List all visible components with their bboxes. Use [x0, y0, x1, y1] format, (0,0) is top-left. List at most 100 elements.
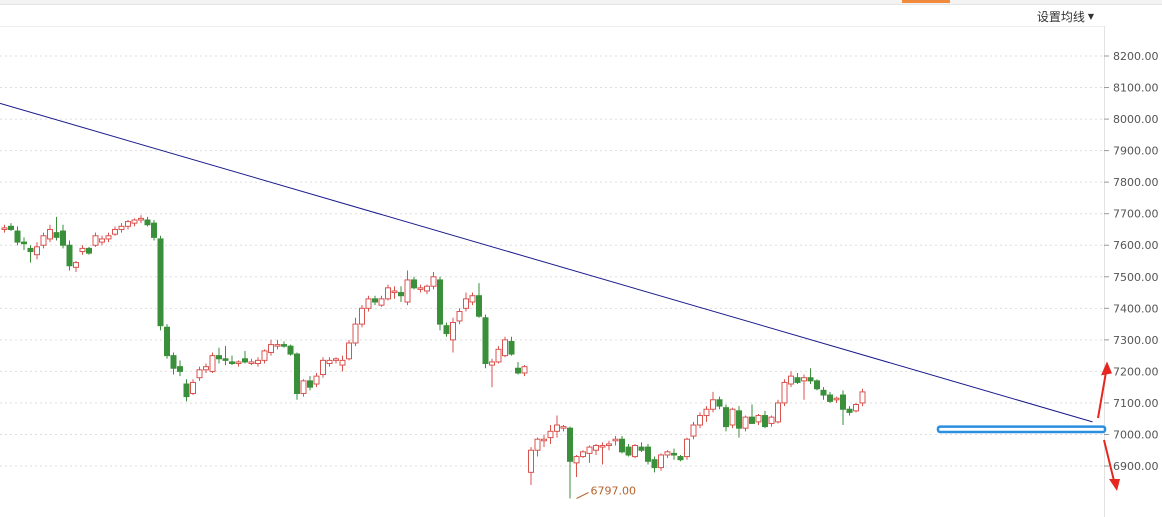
candle [326, 357, 333, 367]
candle [762, 410, 768, 429]
candle [710, 391, 716, 413]
candle-body-up [268, 344, 274, 353]
candle-body-down [619, 438, 625, 453]
candle-body-down [651, 459, 658, 469]
candle-body-up [690, 424, 697, 437]
candle-body-up [274, 344, 281, 347]
candle [534, 437, 541, 457]
candle-body-down [716, 399, 723, 407]
candle-body-down [437, 279, 443, 325]
candle [242, 350, 248, 364]
candle-body-up [547, 430, 554, 439]
y-tick-label: 7000.00 [1113, 428, 1159, 441]
candle [21, 237, 27, 250]
candle [625, 443, 632, 457]
candle [573, 454, 580, 478]
candle [502, 336, 508, 358]
candle [482, 314, 489, 369]
candle [463, 292, 469, 312]
candle [346, 339, 352, 361]
candle-body-down [645, 446, 651, 462]
candle-body-down [177, 366, 183, 372]
candle-body-up [697, 415, 703, 426]
candle [92, 232, 99, 247]
candle-body-up [521, 366, 528, 374]
candle [645, 443, 651, 465]
candle-body-up [138, 217, 144, 221]
candle [430, 272, 437, 290]
candle [183, 379, 190, 402]
candle-body-down [515, 367, 521, 374]
candle-body-down [846, 408, 853, 413]
candle [424, 284, 430, 295]
candle [53, 216, 60, 241]
candle [723, 404, 729, 432]
y-tick-label: 7700.00 [1113, 208, 1159, 221]
ma-setting-dropdown[interactable]: 设置均线 ▼ [1037, 8, 1094, 25]
candle-body-up [788, 375, 794, 385]
candle [118, 223, 125, 233]
candle [99, 235, 105, 246]
candle-body-up [684, 438, 690, 458]
candle-body-up [541, 438, 547, 442]
candle-body-up [593, 445, 599, 451]
candle-body-down [144, 219, 151, 226]
candle-body-down [567, 427, 573, 462]
candle-body-up [92, 235, 99, 246]
candle [476, 283, 482, 318]
chart-toolbar: 设置均线 ▼ [0, 4, 1104, 27]
candle-body-up [404, 279, 411, 303]
y-tick-label: 7300.00 [1113, 334, 1159, 347]
candle [638, 442, 645, 452]
candle-body-up [502, 339, 508, 357]
candle [287, 344, 294, 356]
up-arrow-head [1101, 361, 1112, 376]
candle-body-up [359, 307, 365, 325]
candle-body-up [775, 402, 781, 423]
candle-body-up [105, 235, 112, 240]
candle-body-down [677, 456, 684, 461]
candle [612, 436, 619, 446]
candle-body-up [209, 355, 216, 372]
candle [775, 399, 781, 424]
candle [443, 322, 450, 337]
candle [66, 240, 73, 271]
candle-body-up [703, 408, 710, 417]
candle [131, 218, 138, 227]
candle-body-down [749, 416, 755, 424]
candle [586, 445, 593, 463]
candle [541, 434, 547, 448]
candle [833, 396, 840, 403]
candle-body-up [391, 290, 398, 294]
down-arrow-head [1109, 478, 1120, 491]
candle-body-down [216, 355, 222, 360]
candle-body-up [664, 451, 671, 456]
candle-body-up [554, 424, 560, 432]
candle-body-up [606, 443, 612, 447]
candle [450, 317, 456, 353]
candle-body-up [463, 298, 469, 309]
candle [593, 443, 599, 455]
candle-body-up [365, 298, 372, 309]
low-price-label: 6797.00 [591, 485, 637, 498]
candle-body-up [729, 408, 736, 426]
candle-body-down [482, 317, 489, 365]
ma-setting-label: 设置均线 [1036, 10, 1085, 24]
candle [333, 357, 339, 364]
candle [677, 454, 684, 462]
candle [846, 406, 853, 416]
candle [651, 456, 658, 473]
candle-body-up [573, 456, 580, 464]
candle [125, 220, 131, 230]
candle-body-up [99, 238, 105, 243]
candle [313, 372, 320, 388]
candle [294, 352, 300, 400]
candle-body-up [742, 416, 749, 429]
candle [528, 447, 534, 485]
candle-body-up [859, 391, 866, 404]
candle [853, 402, 859, 413]
candle [547, 425, 554, 444]
candle [781, 379, 788, 407]
candle-body-up [833, 397, 840, 401]
candle [411, 276, 417, 290]
